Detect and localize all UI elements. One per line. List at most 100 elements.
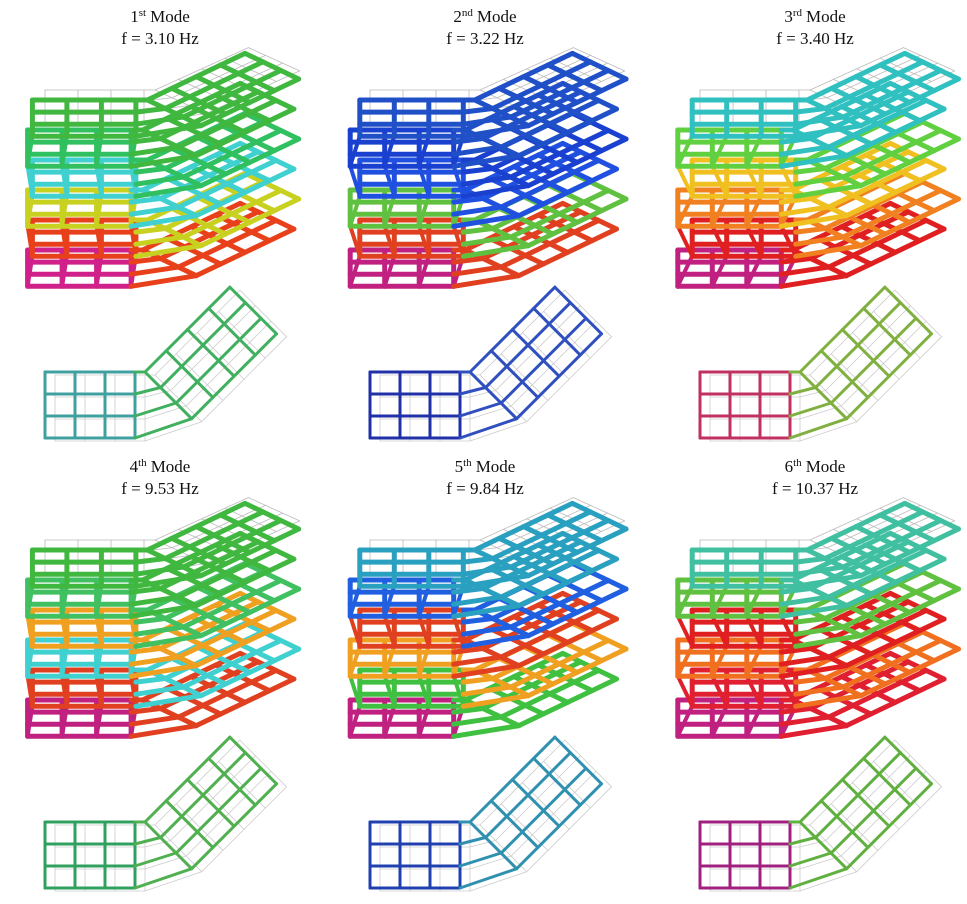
frame-member bbox=[895, 290, 942, 337]
frame-member bbox=[565, 740, 612, 787]
mode-frequency: f = 3.22 Hz bbox=[446, 29, 524, 48]
frame-member bbox=[781, 139, 810, 143]
plan-deformed bbox=[45, 287, 277, 438]
frame-member bbox=[790, 853, 831, 866]
frame-member bbox=[460, 853, 501, 866]
frame-member bbox=[781, 199, 810, 203]
frame-member bbox=[796, 679, 825, 683]
mode-ordinal: 3 bbox=[784, 7, 793, 26]
frame-member bbox=[460, 388, 486, 395]
frame-member bbox=[136, 679, 165, 683]
frame-member bbox=[454, 199, 483, 203]
frame-member bbox=[463, 679, 492, 683]
plan-deformed bbox=[45, 737, 277, 888]
frame-member bbox=[565, 290, 612, 337]
mode-suffix: nd bbox=[462, 7, 474, 19]
plan-view bbox=[45, 287, 287, 441]
frame-member bbox=[131, 649, 160, 653]
frame-member bbox=[790, 403, 831, 416]
frame-member bbox=[131, 199, 160, 203]
frame-member bbox=[240, 290, 287, 337]
frame-member bbox=[240, 740, 287, 787]
frame-member bbox=[136, 619, 165, 623]
mode-ordinal: 1 bbox=[130, 7, 139, 26]
frame-member bbox=[463, 559, 492, 563]
mode-title: 6thMode bbox=[785, 457, 846, 476]
mode-frequency: f = 10.37 Hz bbox=[772, 479, 859, 498]
frame-member bbox=[131, 207, 178, 214]
frame-3d-view bbox=[678, 498, 959, 737]
frame-member bbox=[796, 237, 843, 244]
plan-view bbox=[370, 737, 612, 891]
mode-word: Mode bbox=[477, 7, 517, 26]
frame-3d-view bbox=[350, 498, 626, 737]
frame-member bbox=[781, 726, 846, 737]
frame-member bbox=[131, 597, 178, 604]
mode-title: 4thMode bbox=[130, 457, 191, 476]
plan-undeformed bbox=[380, 290, 612, 441]
mode-suffix: st bbox=[139, 7, 146, 19]
frame-member bbox=[796, 109, 825, 113]
plan-deformed bbox=[370, 737, 602, 888]
frame-member bbox=[463, 619, 492, 623]
frame-member bbox=[136, 169, 165, 173]
mode-suffix: th bbox=[463, 457, 472, 469]
frame-member bbox=[796, 687, 843, 694]
frame-member bbox=[131, 259, 160, 263]
plan-deformed bbox=[370, 287, 602, 438]
mode-frequency: f = 3.40 Hz bbox=[776, 29, 854, 48]
plan-deformed bbox=[700, 287, 932, 438]
frame-member bbox=[796, 559, 825, 563]
frame-member bbox=[796, 627, 843, 634]
plan-view bbox=[700, 287, 942, 441]
frame-member bbox=[790, 838, 816, 845]
plan-view bbox=[370, 287, 612, 441]
frame-member bbox=[136, 559, 165, 563]
frame-member bbox=[136, 109, 165, 113]
frame-member bbox=[781, 276, 846, 287]
frame-member bbox=[131, 139, 160, 143]
mode-ordinal: 2 bbox=[453, 7, 462, 26]
frame-member bbox=[131, 726, 196, 737]
mode-suffix: th bbox=[138, 457, 147, 469]
mode-title: 2ndMode bbox=[453, 7, 516, 26]
frame-member bbox=[135, 403, 176, 416]
mode-title: 1st Mode bbox=[130, 7, 190, 26]
mode-shapes-figure: 1stModef = 3.10 Hz2ndModef = 3.22 Hz3rdM… bbox=[0, 0, 967, 904]
mode-suffix: rd bbox=[793, 7, 803, 19]
frame-member bbox=[135, 388, 161, 395]
frame-member bbox=[796, 229, 825, 233]
plan-deformed bbox=[700, 737, 932, 888]
frame-member bbox=[781, 709, 810, 713]
frame-member bbox=[454, 589, 483, 593]
frame-member bbox=[131, 589, 160, 593]
frame-member bbox=[463, 109, 492, 113]
frame-member bbox=[463, 169, 492, 173]
mode-word: Mode bbox=[806, 457, 846, 476]
frame-member bbox=[135, 838, 161, 845]
frame-member bbox=[460, 403, 501, 416]
mode-word: Mode bbox=[150, 7, 190, 26]
frame-3d-view bbox=[678, 48, 959, 287]
frame-member bbox=[131, 147, 178, 154]
frame-member bbox=[131, 709, 160, 713]
frame-3d-view bbox=[350, 48, 626, 287]
frame-member bbox=[796, 177, 843, 184]
mode-frequency: f = 9.84 Hz bbox=[446, 479, 524, 498]
frame-3d-view bbox=[28, 498, 300, 737]
mode-ordinal: 5 bbox=[455, 457, 464, 476]
mode-suffix: th bbox=[793, 457, 802, 469]
frame-member bbox=[895, 740, 942, 787]
frame-member bbox=[790, 388, 816, 395]
frame-member bbox=[131, 267, 178, 274]
mode-frequency: f = 9.53 Hz bbox=[121, 479, 199, 498]
mode-word: Mode bbox=[476, 457, 516, 476]
frame-member bbox=[781, 259, 810, 263]
frame-member bbox=[781, 589, 810, 593]
frame-member bbox=[796, 117, 843, 124]
frame-member bbox=[454, 709, 483, 713]
plan-view bbox=[45, 737, 287, 891]
frame-member bbox=[454, 726, 519, 737]
frame-member bbox=[796, 619, 825, 623]
